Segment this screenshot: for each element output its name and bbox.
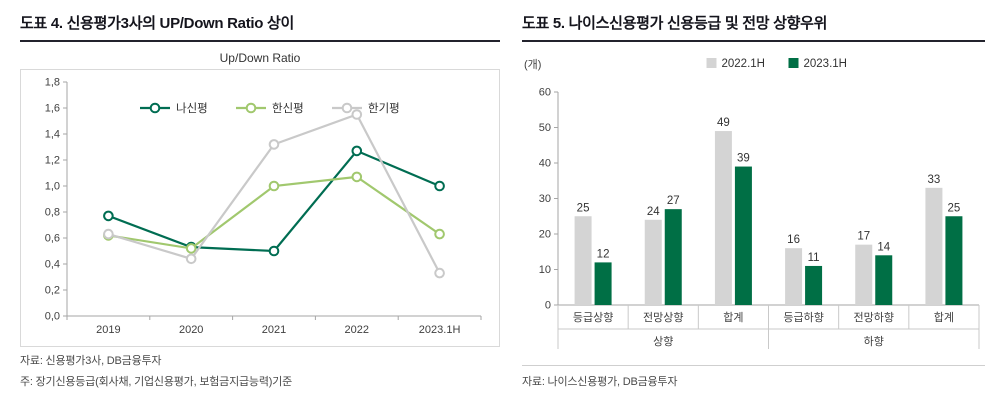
- bar-series-0: 25 24 49 16 17 33: [574, 117, 943, 305]
- svg-text:14: 14: [877, 241, 890, 253]
- svg-text:1,8: 1,8: [45, 77, 60, 89]
- figure-4-panel: 도표 4. 신용평가3사의 UP/Down Ratio 상이 Up/Down R…: [20, 12, 500, 389]
- svg-text:전망상향: 전망상향: [643, 311, 683, 324]
- svg-text:2022.1H: 2022.1H: [722, 58, 765, 70]
- svg-text:25: 25: [577, 202, 590, 214]
- category-axis: 등급상향 전망상향 합계 등급하향 전망하향 합계: [557, 305, 980, 330]
- svg-text:16: 16: [787, 234, 800, 246]
- svg-text:30: 30: [539, 193, 551, 205]
- svg-text:전망하향: 전망하향: [854, 310, 894, 324]
- line-chart-frame: 0,0 0,2 0,4 0,6 0,8 1,0 1,2 1,4 1,6 1,8 2019 2020 20…: [20, 69, 500, 347]
- axes: [66, 82, 481, 317]
- line-chart-title: Up/Down Ratio: [219, 51, 301, 65]
- bar-series-1: 12 27 39 11 14 25: [594, 153, 963, 305]
- x-axis-ticks: 2019 2020 2021 2022 2023.1H: [66, 316, 482, 336]
- svg-text:0,4: 0,4: [45, 259, 60, 271]
- svg-text:0: 0: [545, 300, 551, 312]
- svg-text:하향: 하향: [864, 334, 884, 348]
- figure-4-source: 자료: 신용평가3사, DB금융투자: [20, 355, 162, 367]
- figure-5-panel: 도표 5. 나이스신용평가 신용등급 및 전망 상향우위 (개) 2022.1H 2…: [522, 12, 985, 389]
- svg-text:2023.1H: 2023.1H: [419, 324, 461, 336]
- svg-text:33: 33: [928, 174, 941, 186]
- svg-text:1,4: 1,4: [45, 129, 60, 141]
- svg-text:40: 40: [539, 158, 551, 170]
- svg-text:합계: 합계: [723, 311, 743, 324]
- svg-text:27: 27: [667, 195, 680, 207]
- svg-text:0,8: 0,8: [45, 207, 60, 219]
- svg-text:상향: 상향: [653, 335, 673, 348]
- svg-text:한신평: 한신평: [272, 102, 304, 115]
- nice-rating-bar-chart: (개) 2022.1H 2023.1H 0 10 20 30 40 50 60 25 24 49 16 17…: [524, 58, 980, 349]
- svg-text:25: 25: [948, 202, 961, 214]
- figure-4-note: 주: 장기신용등급(회사채, 기업신용평가, 보험금지급능력)기준: [20, 376, 293, 388]
- bar-chart-legend: 2022.1H 2023.1H: [706, 58, 847, 70]
- svg-text:(개): (개): [524, 58, 541, 71]
- svg-text:1,2: 1,2: [45, 155, 60, 167]
- svg-text:1,0: 1,0: [45, 181, 60, 193]
- figure-5-source: 자료: 나이스신용평가, DB금융투자: [522, 365, 985, 389]
- svg-text:12: 12: [597, 248, 610, 260]
- svg-text:2019: 2019: [96, 324, 120, 336]
- group-axis: 상향 하향: [557, 329, 980, 349]
- svg-text:17: 17: [857, 231, 870, 243]
- svg-text:2021: 2021: [262, 324, 286, 336]
- svg-text:0,2: 0,2: [45, 285, 60, 297]
- svg-text:1,6: 1,6: [45, 103, 60, 115]
- svg-text:20: 20: [539, 229, 551, 241]
- svg-text:합계: 합계: [934, 311, 954, 324]
- figure-4-title: 도표 4. 신용평가3사의 UP/Down Ratio 상이: [20, 12, 500, 42]
- svg-text:한기평: 한기평: [368, 102, 400, 115]
- svg-text:등급하향: 등급하향: [783, 310, 823, 324]
- line-series-2: [103, 109, 445, 279]
- line-chart-legend: 나신평 한신평 한기평: [140, 102, 400, 115]
- svg-text:50: 50: [539, 122, 551, 134]
- svg-text:39: 39: [737, 153, 750, 165]
- svg-text:2020: 2020: [179, 324, 203, 336]
- svg-text:24: 24: [647, 206, 660, 218]
- svg-text:나신평: 나신평: [176, 102, 208, 115]
- y-axis-unit: (개): [524, 58, 541, 71]
- svg-text:0,6: 0,6: [45, 233, 60, 245]
- svg-text:11: 11: [808, 252, 820, 264]
- figure-5-title: 도표 5. 나이스신용평가 신용등급 및 전망 상향우위: [522, 12, 985, 42]
- svg-text:2023.1H: 2023.1H: [804, 58, 847, 70]
- svg-text:0,0: 0,0: [45, 311, 60, 323]
- svg-text:49: 49: [717, 117, 730, 129]
- y-axis-ticks: 0,0 0,2 0,4 0,6 0,8 1,0 1,2 1,4 1,6 1,8: [45, 77, 67, 323]
- svg-text:60: 60: [539, 87, 551, 99]
- svg-text:등급상향: 등급상향: [573, 311, 613, 324]
- svg-text:10: 10: [539, 264, 551, 276]
- svg-text:2022: 2022: [345, 324, 369, 336]
